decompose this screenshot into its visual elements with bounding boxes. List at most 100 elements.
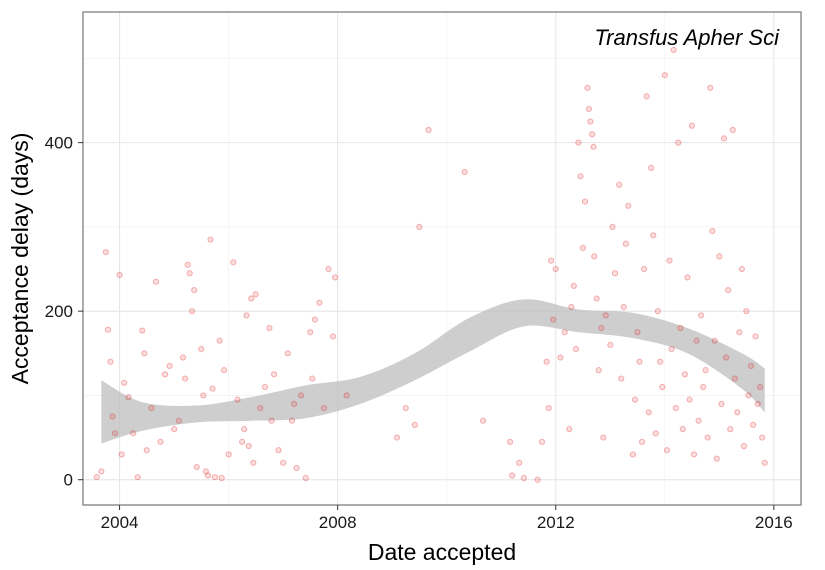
x-tick-label: 2004 <box>101 513 139 532</box>
data-point <box>230 259 237 266</box>
y-tick-label: 0 <box>64 471 73 490</box>
data-point <box>179 354 187 361</box>
data-point <box>425 126 432 134</box>
data-point <box>202 468 209 475</box>
data-point <box>543 358 550 365</box>
data-point <box>693 337 700 344</box>
data-point <box>343 392 350 399</box>
data-point <box>593 295 600 302</box>
data-point <box>130 430 137 437</box>
data-point <box>189 308 196 315</box>
data-point <box>684 274 691 281</box>
data-point <box>111 430 119 437</box>
data-point <box>688 122 695 129</box>
data-point <box>740 442 748 450</box>
data-point <box>657 358 664 365</box>
data-point <box>175 417 182 424</box>
data-point <box>636 358 643 365</box>
data-point <box>557 354 564 361</box>
data-point <box>707 84 714 91</box>
data-point <box>756 383 764 391</box>
data-point <box>239 438 246 445</box>
data-point <box>193 463 200 471</box>
data-point <box>171 426 178 433</box>
data-point <box>280 459 287 466</box>
data-point <box>672 404 679 412</box>
data-point <box>479 417 487 424</box>
data-point <box>109 413 116 420</box>
plot-border <box>82 11 802 506</box>
data-point <box>572 345 579 353</box>
journal-annotation: Transfus Apher Sci <box>594 25 780 50</box>
data-point <box>625 202 632 209</box>
y-tick-label: 400 <box>45 134 73 153</box>
data-point <box>186 270 193 277</box>
data-point <box>643 93 650 100</box>
data-point <box>698 312 705 319</box>
data-point <box>118 451 125 458</box>
y-tick-label: 200 <box>45 302 73 321</box>
data-point <box>754 400 761 407</box>
data-point <box>416 223 423 230</box>
data-point <box>585 105 592 113</box>
data-point <box>104 326 112 333</box>
data-point <box>211 474 219 481</box>
data-point <box>252 291 259 298</box>
x-tick-label: 2012 <box>537 513 575 532</box>
data-point <box>566 426 573 433</box>
data-point <box>725 287 732 294</box>
data-point <box>139 327 146 334</box>
data-point <box>584 84 591 91</box>
data-point <box>102 249 109 256</box>
data-point <box>293 464 300 472</box>
data-point <box>116 271 123 279</box>
data-point <box>713 455 720 462</box>
data-point <box>590 143 597 150</box>
data-point <box>731 375 738 382</box>
data-point <box>134 474 141 481</box>
data-point <box>307 329 314 336</box>
data-point <box>166 362 173 370</box>
data-point <box>98 468 105 475</box>
data-point <box>152 278 160 285</box>
data-point <box>225 451 232 458</box>
data-point <box>516 459 523 466</box>
data-point <box>552 265 559 273</box>
data-point <box>752 333 759 340</box>
data-point <box>736 329 743 336</box>
data-point <box>234 396 241 403</box>
data-point <box>182 375 189 382</box>
data-point <box>220 367 228 374</box>
data-point <box>157 438 164 445</box>
data-point <box>204 472 212 479</box>
data-point <box>747 362 755 370</box>
data-point <box>595 367 602 374</box>
data-point <box>581 198 589 205</box>
data-point <box>198 345 205 353</box>
data-point <box>275 447 282 454</box>
data-point <box>738 265 745 273</box>
data-point <box>690 451 698 458</box>
data-point <box>461 169 468 176</box>
data-point <box>311 316 318 323</box>
data-point <box>93 474 100 481</box>
data-point <box>161 371 169 378</box>
data-point <box>591 253 598 260</box>
y-axis-title: Acceptance delay (days) <box>7 133 33 385</box>
data-point <box>607 341 614 348</box>
data-point <box>200 392 207 399</box>
plot-panel <box>83 12 801 505</box>
data-point <box>663 447 671 454</box>
data-point <box>241 426 248 433</box>
data-point <box>288 417 296 424</box>
data-point <box>548 257 555 264</box>
data-point <box>711 337 718 344</box>
data-point <box>107 358 114 365</box>
data-point <box>602 312 609 319</box>
data-point <box>257 404 264 412</box>
data-point <box>509 472 516 479</box>
grid-lines <box>83 12 801 505</box>
data-point <box>245 442 252 450</box>
data-point <box>749 421 757 429</box>
data-point <box>761 459 768 466</box>
